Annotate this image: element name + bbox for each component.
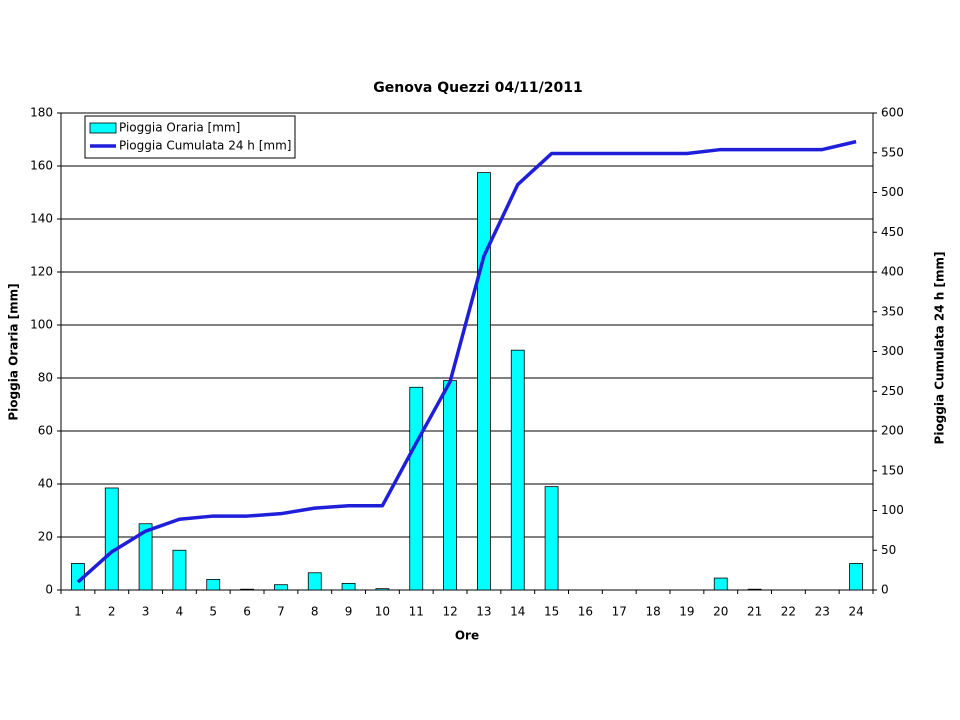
bar xyxy=(544,486,559,591)
y2-tick-label: 550 xyxy=(881,145,904,159)
y2-tick-label: 100 xyxy=(881,503,904,517)
bar xyxy=(341,582,356,591)
y-tick-label: 0 xyxy=(45,583,53,597)
x-tick-label: 4 xyxy=(176,605,184,619)
y-tick-label: 20 xyxy=(38,530,53,544)
bar xyxy=(274,584,288,591)
x-tick-label: 21 xyxy=(747,605,762,619)
y2-tick-label: 450 xyxy=(881,225,904,239)
x-tick-label: 3 xyxy=(142,605,150,619)
x-tick-label: 19 xyxy=(679,605,694,619)
y2-tick-label: 50 xyxy=(881,543,896,557)
legend-label: Pioggia Cumulata 24 h [mm] xyxy=(119,139,291,153)
x-tick-label: 17 xyxy=(612,605,627,619)
x-tick-label: 7 xyxy=(277,605,285,619)
x-tick-label: 6 xyxy=(243,605,251,619)
y-tick-label: 80 xyxy=(38,371,53,385)
x-tick-label: 12 xyxy=(442,605,457,619)
chart-title: Genova Quezzi 04/11/2011 xyxy=(373,80,583,96)
bar xyxy=(172,549,187,591)
x-tick-label: 22 xyxy=(781,605,796,619)
bar xyxy=(307,572,322,591)
bar xyxy=(477,172,491,591)
x-tick-label: 14 xyxy=(510,605,525,619)
x-tick-label: 1 xyxy=(74,605,82,619)
y-axis-title: Pioggia Oraria [mm] xyxy=(7,283,21,420)
y2-tick-label: 300 xyxy=(881,344,904,358)
y-tick-label: 120 xyxy=(30,265,53,279)
x-tick-label: 16 xyxy=(578,605,593,619)
x-tick-label: 11 xyxy=(409,605,424,619)
y2-tick-label: 250 xyxy=(881,384,904,398)
y2-tick-label: 400 xyxy=(881,265,904,279)
bar xyxy=(849,563,863,591)
x-tick-label: 10 xyxy=(375,605,390,619)
y2-axis-title: Pioggia Cumulata 24 h [mm] xyxy=(933,252,947,445)
y2-tick-label: 350 xyxy=(881,304,904,318)
legend-label: Pioggia Oraria [mm] xyxy=(119,121,240,135)
y2-tick-label: 500 xyxy=(881,185,904,199)
bar xyxy=(375,588,390,591)
bar xyxy=(206,579,221,591)
x-tick-label: 20 xyxy=(713,605,728,619)
y2-tick-label: 0 xyxy=(881,583,889,597)
x-tick-label: 2 xyxy=(108,605,116,619)
x-tick-label: 5 xyxy=(209,605,217,619)
legend-swatch xyxy=(89,122,117,134)
y2-tick-label: 600 xyxy=(881,106,904,120)
y-tick-label: 140 xyxy=(30,212,53,226)
y2-tick-label: 200 xyxy=(881,424,904,438)
bar xyxy=(747,588,762,591)
bar xyxy=(240,588,254,591)
y-tick-label: 160 xyxy=(30,159,53,173)
y-tick-label: 180 xyxy=(30,106,53,120)
y-tick-label: 40 xyxy=(38,477,53,491)
line xyxy=(76,139,857,584)
bar xyxy=(510,349,525,591)
x-axis-title: Ore xyxy=(455,629,479,643)
y-tick-label: 100 xyxy=(30,318,53,332)
bar xyxy=(104,487,119,591)
x-tick-label: 15 xyxy=(544,605,559,619)
bar xyxy=(713,577,728,591)
x-tick-label: 13 xyxy=(476,605,491,619)
x-tick-label: 9 xyxy=(345,605,353,619)
bar xyxy=(443,380,457,591)
x-tick-label: 18 xyxy=(645,605,660,619)
legend-box xyxy=(84,115,296,159)
x-tick-label: 24 xyxy=(848,605,863,619)
y2-tick-label: 150 xyxy=(881,463,904,477)
x-tick-label: 23 xyxy=(815,605,830,619)
bar xyxy=(409,386,424,591)
y-tick-label: 60 xyxy=(38,424,53,438)
x-tick-label: 8 xyxy=(311,605,319,619)
bar xyxy=(138,523,153,591)
